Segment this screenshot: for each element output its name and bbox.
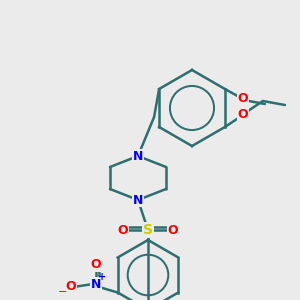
Text: N: N <box>91 278 101 291</box>
Text: O: O <box>238 109 248 122</box>
Text: S: S <box>143 223 153 237</box>
Text: O: O <box>118 224 128 236</box>
Text: O: O <box>238 92 248 106</box>
Text: O: O <box>65 280 76 293</box>
Text: O: O <box>168 224 178 236</box>
Text: N: N <box>133 149 143 163</box>
Text: O: O <box>90 258 101 271</box>
Text: +: + <box>98 272 106 283</box>
Text: N: N <box>133 194 143 206</box>
Text: −: − <box>58 286 68 296</box>
